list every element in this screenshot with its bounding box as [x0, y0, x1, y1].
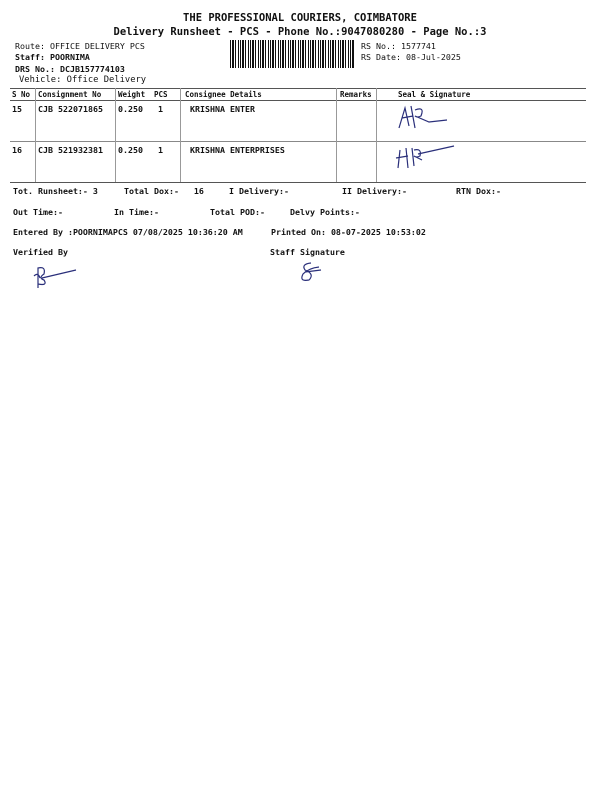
- col-seal: Seal & Signature: [398, 90, 471, 99]
- col-remarks: Remarks: [340, 90, 372, 99]
- col-weight: Weight: [118, 90, 146, 99]
- total-dox: Total Dox:- 16: [124, 186, 204, 196]
- entered-by: Entered By :POORNIMAPCS 07/08/2025 10:36…: [13, 227, 243, 237]
- runsheet-subtitle: Delivery Runsheet - PCS - Phone No.:9047…: [113, 26, 487, 38]
- staff-signature-label: Staff Signature: [270, 247, 345, 257]
- row-consignee: KRISHNA ENTER: [190, 104, 255, 114]
- out-time: Out Time:-: [13, 207, 63, 217]
- in-time: In Time:-: [114, 207, 159, 217]
- row-consignment: CJB 522071865: [38, 104, 103, 114]
- col-pcs: PCS: [154, 90, 168, 99]
- company-name: THE PROFESSIONAL COURIERS, COIMBATORE: [183, 12, 417, 24]
- row-pcs: 1: [158, 104, 163, 114]
- total-pod: Total POD:-: [210, 207, 265, 217]
- col-consignment: Consignment No: [38, 90, 102, 99]
- seal-signature-row-15: [398, 105, 448, 129]
- verified-by-label: Verified By: [13, 247, 68, 257]
- staff-signature: [301, 262, 322, 281]
- row-consignment: CJB 521932381: [38, 145, 103, 155]
- ii-delivery: II Delivery:-: [342, 186, 407, 196]
- seal-signature-row-16: [395, 145, 455, 169]
- vehicle: Vehicle: Office Delivery: [19, 75, 147, 85]
- row-weight: 0.250: [118, 104, 143, 114]
- barcode: [230, 40, 354, 68]
- row-pcs: 1: [158, 145, 163, 155]
- col-sno: S No: [12, 90, 31, 99]
- drs-number: DRS No.: DCJB157774103: [15, 64, 125, 74]
- row-weight: 0.250: [118, 145, 143, 155]
- route: Route: OFFICE DELIVERY PCS: [15, 41, 145, 51]
- delvy-points: Delvy Points:-: [290, 207, 360, 217]
- printed-on: Printed On: 08-07-2025 10:53:02: [271, 227, 426, 237]
- i-delivery: I Delivery:-: [229, 186, 289, 196]
- rs-date: RS Date: 08-Jul-2025: [361, 52, 461, 62]
- row-sno: 16: [12, 145, 22, 155]
- row-consignee: KRISHNA ENTERPRISES: [190, 145, 285, 155]
- row-sno: 15: [12, 104, 22, 114]
- rtn-dox: RTN Dox:-: [456, 186, 501, 196]
- tot-runsheet: Tot. Runsheet:- 3: [13, 186, 98, 196]
- staff: Staff: POORNIMA: [15, 52, 90, 62]
- verified-by-signature: [33, 267, 77, 288]
- rs-number: RS No.: 1577741: [361, 41, 436, 51]
- col-consignee: Consignee Details: [185, 90, 262, 99]
